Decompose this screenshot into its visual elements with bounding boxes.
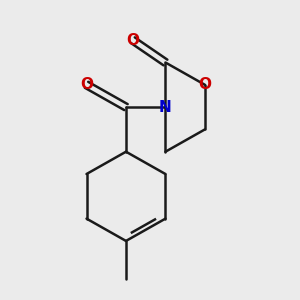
Text: O: O	[126, 33, 139, 48]
Text: O: O	[198, 77, 212, 92]
Text: O: O	[80, 77, 93, 92]
Text: N: N	[159, 100, 172, 115]
